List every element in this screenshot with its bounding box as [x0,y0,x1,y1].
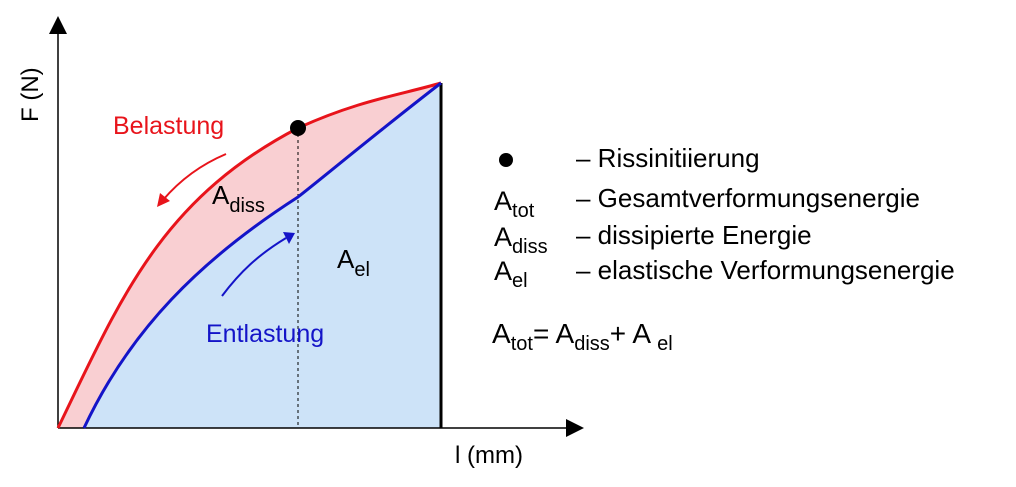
y-axis-label: F (N) [17,67,44,122]
loading-direction-arrow [162,153,227,201]
unloading-label: Entlastung [206,320,324,348]
loading-arrowhead [157,193,170,207]
legend-diss-desc: – dissipierte Energie [576,220,812,250]
elastic-energy-area [84,83,441,428]
unloading-curve [82,81,442,429]
diss-area-label: Adiss [212,180,265,217]
loading-curve [56,81,442,429]
el-area-label: Ael [337,244,370,281]
loading-label: Belastung [113,112,224,140]
legend-diss-symbol: Adiss [494,222,548,258]
legend-tot-symbol: Atot [494,186,535,222]
legend-el-symbol: Ael [494,256,528,292]
unloading-direction-arrow [221,237,287,297]
dissipated-energy-area [58,83,441,428]
x-axis-label: l (mm) [455,442,523,469]
unloading-arrowhead [283,232,295,244]
legend-tot-desc: – Gesamtverformungsenergie [576,183,920,213]
legend-crack-desc: – Rissinitiierung [576,143,760,173]
legend-el-desc: – elastische Verformungsenergie [576,255,955,285]
legend-crack-dot [499,153,513,167]
crack-initiation-point [290,120,306,136]
